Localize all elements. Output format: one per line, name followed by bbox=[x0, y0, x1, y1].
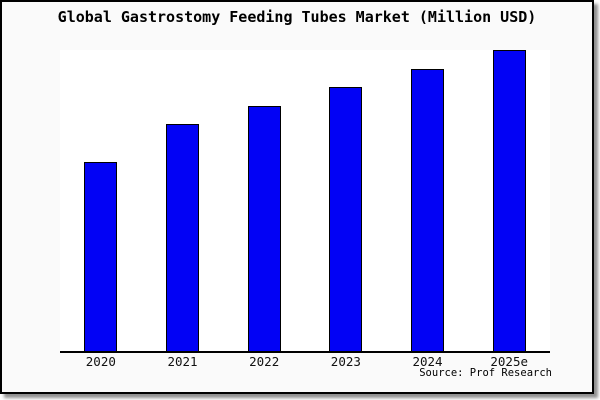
x-tick-label-2021: 2021 bbox=[167, 354, 198, 369]
x-tick-label-2023: 2023 bbox=[330, 354, 361, 369]
plot-area bbox=[60, 50, 550, 353]
bar-2024 bbox=[411, 69, 445, 351]
x-axis: 2020 2021 2022 2023 2024 2025e bbox=[60, 355, 550, 369]
bar-2023 bbox=[329, 87, 363, 351]
chart-title: Global Gastrostomy Feeding Tubes Market … bbox=[57, 8, 537, 26]
x-tick-label-2020: 2020 bbox=[85, 354, 116, 369]
x-tick-label-2025e: 2025e bbox=[490, 354, 529, 369]
bar-column-2022 bbox=[223, 50, 305, 351]
bar-2022 bbox=[247, 106, 281, 351]
bar-2025e bbox=[492, 50, 526, 351]
x-tick-label-2024: 2024 bbox=[412, 354, 443, 369]
bar-column-2025e bbox=[468, 50, 550, 351]
x-tick-label-2022: 2022 bbox=[249, 354, 280, 369]
chart-frame: Global Gastrostomy Feeding Tubes Market … bbox=[0, 0, 594, 394]
source-credit: Source: Prof Research bbox=[419, 367, 552, 379]
bar-column-2024 bbox=[387, 50, 469, 351]
bar-column-2020 bbox=[60, 50, 142, 351]
bar-column-2023 bbox=[305, 50, 387, 351]
bar-2021 bbox=[166, 124, 199, 351]
bar-2020 bbox=[84, 162, 118, 351]
bar-column-2021 bbox=[142, 50, 224, 351]
